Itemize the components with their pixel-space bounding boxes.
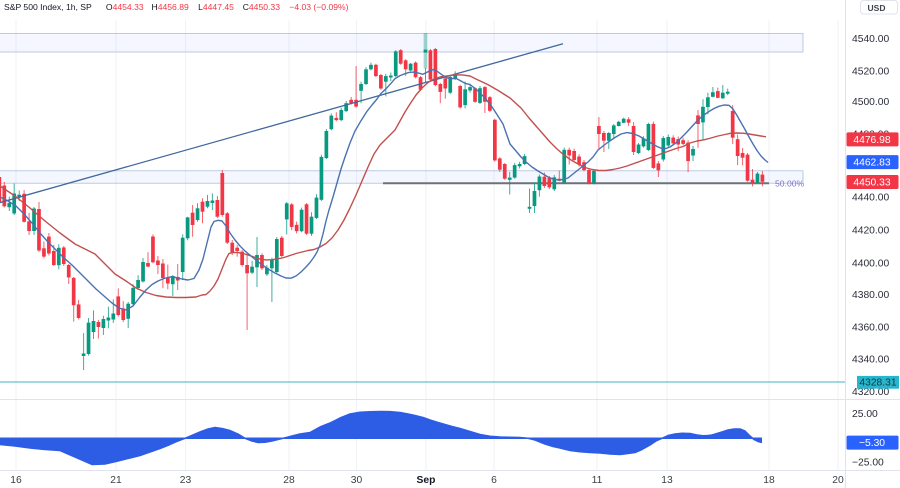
svg-text:4380.00: 4380.00 [852, 290, 889, 301]
svg-text:13: 13 [661, 475, 673, 486]
svg-text:USD: USD [868, 3, 886, 13]
svg-text:18: 18 [763, 475, 775, 486]
svg-text:4520.00: 4520.00 [852, 67, 889, 78]
svg-text:20: 20 [832, 475, 844, 486]
svg-text:50.00%: 50.00% [775, 178, 805, 188]
svg-text:4320.00: 4320.00 [852, 387, 889, 398]
svg-text:4328.31: 4328.31 [859, 378, 896, 389]
svg-text:4360.00: 4360.00 [852, 323, 889, 334]
svg-text:4476.98: 4476.98 [853, 135, 890, 146]
svg-text:25.00: 25.00 [852, 409, 878, 420]
svg-text:16: 16 [10, 475, 22, 486]
svg-text:11: 11 [592, 475, 603, 486]
svg-text:−25.00: −25.00 [852, 457, 884, 468]
svg-text:28: 28 [283, 475, 295, 486]
svg-text:4440.00: 4440.00 [852, 193, 889, 204]
svg-text:4462.83: 4462.83 [853, 158, 890, 169]
svg-text:21: 21 [110, 475, 122, 486]
svg-text:4540.00: 4540.00 [852, 34, 889, 45]
svg-text:4400.00: 4400.00 [852, 259, 889, 270]
svg-text:Sep: Sep [417, 475, 436, 486]
svg-text:4450.33: 4450.33 [853, 178, 890, 189]
svg-text:4500.00: 4500.00 [852, 97, 889, 108]
svg-text:4420.00: 4420.00 [852, 226, 889, 237]
svg-text:−5.30: −5.30 [859, 438, 885, 449]
svg-text:4340.00: 4340.00 [852, 355, 889, 366]
svg-text:6: 6 [491, 475, 497, 486]
svg-text:30: 30 [351, 475, 363, 486]
svg-text:23: 23 [180, 475, 192, 486]
